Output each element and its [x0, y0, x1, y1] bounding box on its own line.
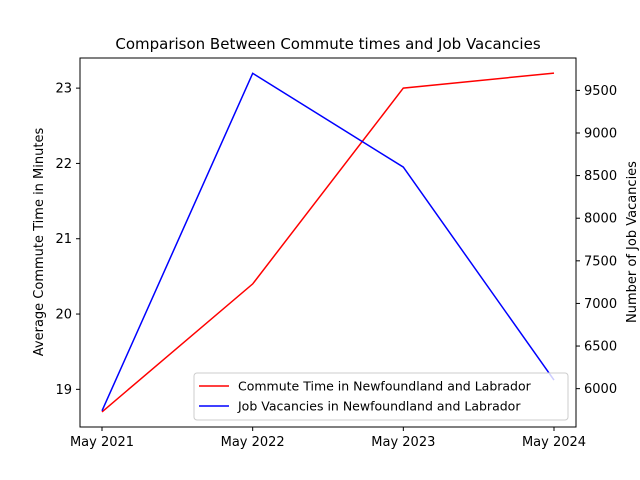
- x-tick-label: May 2023: [371, 435, 435, 450]
- chart-title: Comparison Between Commute times and Job…: [115, 35, 540, 53]
- y-left-tick-label: 20: [55, 308, 72, 323]
- y-axis-left: 19 20 21 22 23: [55, 82, 80, 398]
- x-tick-label: May 2024: [522, 435, 586, 450]
- y-right-tick-label: 8500: [584, 169, 617, 184]
- y-left-label: Average Commute Time in Minutes: [32, 128, 47, 357]
- legend-label: Job Vacancies in Newfoundland and Labrad…: [237, 399, 521, 414]
- series-line-0: [101, 72, 555, 413]
- y-right-tick-label: 7000: [584, 297, 617, 312]
- y-right-tick-label: 6500: [584, 340, 617, 355]
- legend-box: [193, 372, 569, 421]
- y-right-tick-label: 8000: [584, 212, 617, 227]
- legend: Commute Time in Newfoundland and Labrado…: [193, 372, 569, 421]
- y-right-tick-label: 9500: [584, 84, 617, 99]
- y-left-tick-label: 22: [55, 157, 72, 172]
- y-left-tick-label: 19: [55, 383, 72, 398]
- y-left-tick-label: 21: [55, 232, 72, 247]
- x-axis: May 2021 May 2022 May 2023 May 2024: [70, 427, 586, 450]
- y-left-tick-label: 23: [55, 82, 72, 97]
- y-axis-right: 6000 6500 7000 7500 8000 8500 9000 9500: [576, 84, 617, 397]
- x-tick-label: May 2021: [70, 435, 134, 450]
- plot-frame: [79, 57, 577, 428]
- plot-lines: [101, 72, 555, 413]
- y-right-label: Number of Job Vacancies: [625, 161, 640, 323]
- series-line-1: [101, 72, 555, 412]
- y-right-tick-label: 6000: [584, 382, 617, 397]
- y-right-tick-label: 7500: [584, 254, 617, 269]
- y-right-tick-label: 9000: [584, 126, 617, 141]
- legend-label: Commute Time in Newfoundland and Labrado…: [238, 379, 532, 394]
- x-tick-label: May 2022: [221, 435, 285, 450]
